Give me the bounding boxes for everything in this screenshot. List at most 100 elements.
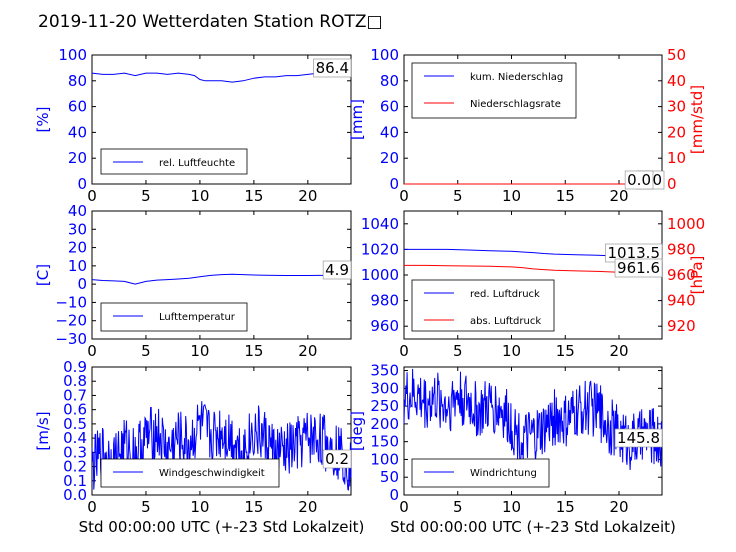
legend-box [411,62,577,119]
x-tick-label: 0 [87,187,97,205]
panel-temperature: 0 5 10 15 20−30−20−10010203040[C]Lufttempera… [34,202,352,360]
y-tick-label: 0.1 [63,472,87,490]
y2-tick-label: 940 [667,292,696,310]
y-tick-label: 1040 [361,215,399,233]
y-tick-label: 10 [68,257,87,275]
annotation-box [614,428,663,448]
y-tick-label: 0.7 [63,386,87,404]
x-tick-label: 5 [141,342,151,360]
annotation-box [624,170,654,190]
y-tick-label: −10 [55,293,87,311]
x-tick-label: 15 [244,498,263,516]
x-tick-label: 10 [190,187,209,205]
y-tick-label: 30 [68,220,87,238]
panel-wind-speed: 0 5 10 15 200.00.10.20.30.40.50.60.70.80.9[m… [34,358,364,536]
y2-tick-label: 30 [667,98,686,116]
x-tick-label: 0 [87,498,97,516]
y-tick-label: 200 [370,415,399,433]
legend-label: abs. Luftdruck [470,316,541,327]
x-tick-label: 5 [453,342,463,360]
x-tick-label: 15 [556,342,575,360]
x-tick-label: 10 [190,342,209,360]
x-tick-label: 20 [298,187,317,205]
y2-tick-label: 980 [667,240,696,258]
y-tick-label: 40 [68,123,87,141]
y-tick-label: 0.8 [63,372,87,390]
y-tick-label: 960 [370,317,399,335]
legend-label: kum. Niederschlag [470,72,563,83]
y2-tick-label: 0 [667,175,677,193]
y-tick-label: −20 [55,312,87,330]
y-tick-label: 60 [380,98,399,116]
annotation-box [322,449,352,469]
panel-humidity: 0 5 10 15 20 0 20 40 60 80 100 [%] rel. Luftfeuchte 8… [34,46,352,205]
legend: Lufttemperatur [100,302,248,332]
annotation-box [322,260,352,280]
panel-precipitation: 0 5 10 15 20 0 20 40 60 80 100 [mm] 0 10 20 30 40 50 [mm/s… [348,46,706,205]
x-tick-label: 10 [190,498,209,516]
value-annotation: 1013.5 [608,244,661,262]
y-axis-label: [deg] [348,411,366,451]
annotation-box [313,58,352,78]
y-tick-label: 250 [370,397,399,415]
y2-tick-label: 10 [667,149,686,167]
x-tick-label: 20 [298,342,317,360]
y-tick-label: 0 [389,175,399,193]
y-tick-label: −30 [55,330,87,348]
y-tick-label: 80 [380,72,399,90]
x-tick-label: 5 [453,498,463,516]
y-tick-label: 0.9 [63,358,87,376]
x-tick-label: 0 [399,342,409,360]
y2-tick-label: 20 [667,123,686,141]
series-line-pressure-1 [404,264,663,274]
annotation-box [614,258,663,278]
y-tick-label: 0.0 [63,486,87,504]
legend: rel. Luftfeuchte [100,148,248,175]
legend-box [100,458,280,488]
legend-box [411,279,555,332]
y2-axis-label: [hPa] [688,256,706,295]
legend-label: Windrichtung [470,468,537,479]
x-tick-label: 20 [609,498,628,516]
x-tick-label: 0 [399,498,409,516]
y-tick-label: 100 [370,450,399,468]
legend-label: rel. Luftfeuchte [159,158,235,169]
x-tick-label: 5 [453,187,463,205]
y-tick-label: 100 [370,46,399,64]
legend-box [100,302,248,332]
legend-label: Lufttemperatur [159,312,236,323]
y2-tick-label: 960 [667,266,696,284]
x-tick-label: 0 [87,342,97,360]
y-tick-label: 0.4 [63,429,87,447]
y2-tick-label: 40 [667,72,686,90]
y-axis-label: [mm] [348,99,366,140]
y-tick-label: 1000 [361,266,399,284]
x-tick-label: 15 [244,342,263,360]
x-tick-label: 5 [141,498,151,516]
x-tick-label: 10 [502,498,521,516]
x-tick-label: 20 [609,342,628,360]
legend: Windgeschwindigkeit [100,458,280,488]
y-tick-label: 300 [370,379,399,397]
value-annotation: 86.4 [316,59,349,77]
y2-tick-label: 50 [667,46,686,64]
y-tick-label: 40 [380,123,399,141]
legend: red. Luftdruck abs. Luftdruck [411,279,555,332]
series-line-temperature-0 [91,273,351,285]
legend: Windrichtung [411,458,550,488]
x-tick-label: 15 [556,187,575,205]
y-tick-label: 0.3 [63,443,87,461]
y-tick-label: 0.5 [63,415,87,433]
y-tick-label: 20 [68,239,87,257]
x-tick-label: 15 [556,498,575,516]
y-tick-label: 0 [77,175,87,193]
y-tick-label: 350 [370,362,399,380]
x-tick-label: 10 [502,342,521,360]
y-tick-label: 150 [370,433,399,451]
series-line-wind-speed-0 [91,401,352,491]
y-tick-label: 1020 [361,240,399,258]
y-tick-label: 50 [380,468,399,486]
panel-pressure: 0 5 10 15 20 960 980 1000 1020 1040 920 940 960 980 10… [361,210,706,360]
